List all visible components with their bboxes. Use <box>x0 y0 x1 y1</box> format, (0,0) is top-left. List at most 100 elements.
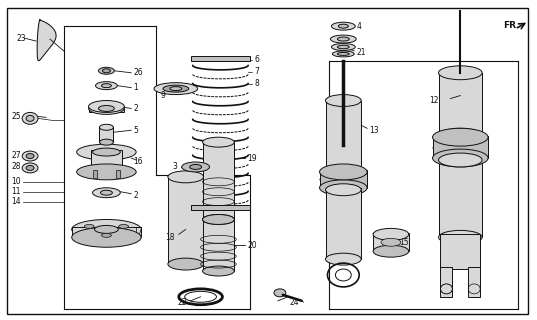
Bar <box>373 233 409 251</box>
Ellipse shape <box>439 230 482 244</box>
Ellipse shape <box>325 253 361 265</box>
Ellipse shape <box>92 148 120 156</box>
Text: 12: 12 <box>429 96 439 105</box>
Text: 2: 2 <box>133 104 138 113</box>
Ellipse shape <box>330 35 356 43</box>
Text: 16: 16 <box>133 157 143 166</box>
Text: 1: 1 <box>133 83 138 92</box>
Ellipse shape <box>439 128 482 142</box>
Ellipse shape <box>439 153 482 167</box>
Text: 28: 28 <box>11 163 21 172</box>
Ellipse shape <box>325 184 361 196</box>
Bar <box>202 142 234 220</box>
Ellipse shape <box>331 22 355 30</box>
Ellipse shape <box>439 66 482 80</box>
Ellipse shape <box>373 245 409 257</box>
Ellipse shape <box>77 164 136 180</box>
Ellipse shape <box>72 228 141 247</box>
Text: 4: 4 <box>356 22 361 31</box>
Bar <box>440 267 452 297</box>
Bar <box>117 170 120 178</box>
Ellipse shape <box>325 95 361 107</box>
Ellipse shape <box>26 116 34 121</box>
Bar <box>325 188 361 259</box>
Text: 26: 26 <box>133 68 143 77</box>
Ellipse shape <box>101 84 111 88</box>
Bar <box>89 107 124 112</box>
Ellipse shape <box>170 87 182 91</box>
Ellipse shape <box>92 188 120 198</box>
Text: 21: 21 <box>356 48 366 57</box>
Ellipse shape <box>168 258 204 270</box>
Ellipse shape <box>99 139 113 145</box>
Text: 15: 15 <box>399 238 409 247</box>
Bar <box>168 177 204 264</box>
Text: 8: 8 <box>254 79 259 88</box>
Bar <box>191 56 250 61</box>
Bar <box>433 136 488 158</box>
Ellipse shape <box>26 154 34 158</box>
Ellipse shape <box>154 83 198 95</box>
Ellipse shape <box>332 51 354 57</box>
Bar <box>320 170 367 188</box>
Ellipse shape <box>119 224 128 228</box>
Ellipse shape <box>100 190 112 195</box>
Text: 22: 22 <box>177 298 187 307</box>
Text: 6: 6 <box>254 55 259 64</box>
Bar <box>91 150 122 172</box>
Ellipse shape <box>337 45 349 49</box>
Text: 2: 2 <box>133 191 138 200</box>
Ellipse shape <box>84 224 94 228</box>
Text: 14: 14 <box>11 197 21 206</box>
Ellipse shape <box>22 163 38 173</box>
Ellipse shape <box>89 100 124 112</box>
Ellipse shape <box>202 266 234 276</box>
Ellipse shape <box>96 82 117 90</box>
Bar <box>72 228 141 237</box>
Ellipse shape <box>381 238 401 246</box>
Text: 13: 13 <box>369 126 379 135</box>
Ellipse shape <box>98 67 114 74</box>
Text: 17: 17 <box>133 227 143 236</box>
Text: 19: 19 <box>247 154 257 163</box>
Text: 10: 10 <box>11 177 21 186</box>
Ellipse shape <box>202 137 234 147</box>
Text: 24: 24 <box>290 298 300 307</box>
Ellipse shape <box>95 225 118 233</box>
Bar <box>468 267 480 297</box>
Text: 23: 23 <box>16 34 26 43</box>
Text: 11: 11 <box>11 187 21 196</box>
Ellipse shape <box>168 171 204 183</box>
Ellipse shape <box>274 289 286 297</box>
Ellipse shape <box>103 69 111 73</box>
Ellipse shape <box>433 128 488 146</box>
Text: 18: 18 <box>165 233 175 242</box>
Bar <box>99 127 113 142</box>
Ellipse shape <box>89 102 124 114</box>
Ellipse shape <box>433 149 488 167</box>
Ellipse shape <box>320 164 367 180</box>
Text: 7: 7 <box>254 67 259 76</box>
Ellipse shape <box>320 180 367 196</box>
Text: 20: 20 <box>247 241 257 250</box>
Ellipse shape <box>338 24 349 28</box>
Text: 3: 3 <box>172 163 177 172</box>
Bar <box>439 158 482 237</box>
Ellipse shape <box>22 151 38 161</box>
Polygon shape <box>37 20 56 61</box>
Text: 25: 25 <box>11 112 21 121</box>
Ellipse shape <box>373 228 409 240</box>
Ellipse shape <box>202 214 234 224</box>
Bar <box>325 100 361 172</box>
Ellipse shape <box>331 44 355 51</box>
Text: 5: 5 <box>133 126 138 135</box>
Ellipse shape <box>26 165 34 171</box>
Bar <box>191 204 250 210</box>
Bar <box>440 234 480 269</box>
Text: FR.: FR. <box>503 21 519 30</box>
Ellipse shape <box>22 112 38 124</box>
Ellipse shape <box>72 220 141 239</box>
Text: 27: 27 <box>11 150 21 160</box>
Ellipse shape <box>77 144 136 160</box>
Text: 9: 9 <box>160 91 165 100</box>
